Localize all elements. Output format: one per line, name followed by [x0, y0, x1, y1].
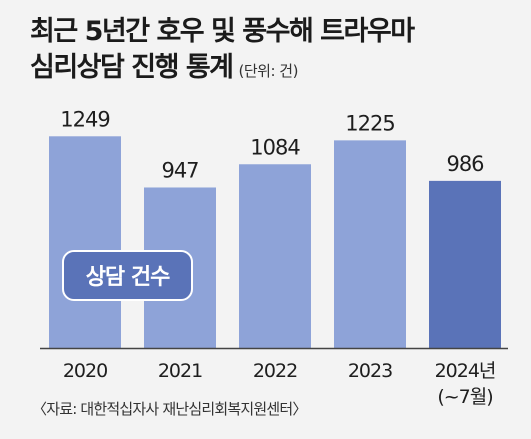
data-label: 1225: [345, 111, 394, 135]
bar-2022: [239, 164, 311, 348]
x-tick-label: 2022: [253, 360, 297, 382]
x-tick-label: 2020: [63, 360, 107, 382]
data-label: 1249: [60, 107, 109, 131]
bar-2024년: [429, 180, 501, 348]
data-label: 986: [446, 152, 484, 176]
bar-2023: [334, 140, 406, 348]
legend-label: 상담 건수: [86, 265, 170, 290]
x-tick-label: 2024년: [435, 360, 496, 382]
bar-2020: [49, 136, 121, 348]
x-tick-sublabel: (~7월): [437, 386, 492, 408]
legend-badge: [62, 250, 193, 301]
title-line-2-text: 심리상담 진행 통계: [30, 52, 234, 83]
source-note: 〈자료: 대한적십자사 재난심리회복지원센터〉: [32, 400, 307, 418]
data-label: 947: [161, 158, 198, 182]
title-line-2: 심리상담 진행 통계 (단위: 건): [30, 50, 414, 89]
chart-title: 최근 5년간 호우 및 풍수해 트라우마 심리상담 진행 통계 (단위: 건): [30, 14, 415, 89]
title-line-1: 최근 5년간 호우 및 풍수해 트라우마: [30, 16, 415, 47]
x-tick-label: 2021: [158, 360, 202, 382]
unit-label: (단위: 건): [238, 62, 299, 80]
x-tick-label: 2023: [348, 360, 392, 382]
data-label: 1084: [250, 135, 300, 159]
